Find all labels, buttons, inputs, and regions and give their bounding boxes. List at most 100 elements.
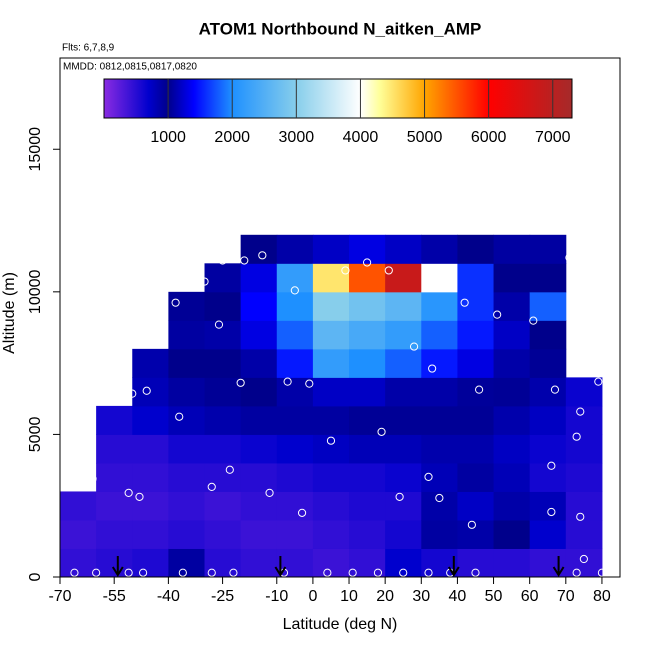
heat-cell [312,320,350,350]
colorbar-tick-label: 6000 [471,129,507,146]
heat-cell [168,377,206,407]
heat-cell [385,234,422,264]
heat-cell [457,263,495,293]
sample-point [70,568,79,577]
sample-point [120,324,130,333]
arrow-head [111,566,124,577]
heat-cell [493,320,531,350]
sample-point [547,507,556,517]
heat-cell [204,377,242,407]
heat-cell [276,434,314,464]
heat-cell [349,377,386,407]
sample-point [305,379,314,388]
heat-cell [565,377,603,407]
heat-cell [276,462,314,492]
heat-cell [276,491,314,521]
heat-cell [421,348,458,378]
heat-cell [349,320,386,350]
sample-point [138,568,148,577]
heat-cell [168,434,206,464]
heat-cell [312,263,350,293]
heat-cell [529,320,567,350]
sample-point [92,568,101,577]
heat-cell [240,320,278,350]
heat-cell [96,519,133,549]
colorbar-tick-label: 7000 [535,129,571,146]
sample-point [200,277,209,286]
heat-cell [493,405,531,435]
colorbar-tick-label: 1000 [150,129,186,146]
x-tick-label: 30 [412,588,430,605]
heat-cell [240,405,278,435]
sample-point [175,412,184,421]
heat-cell [385,548,422,578]
heat-cell [529,434,567,464]
x-axis-label: Latitude (deg N) [283,616,398,633]
sample-point [124,488,133,497]
heat-cell [60,519,97,549]
heat-cell [493,263,531,293]
x-tick-label: 10 [340,588,358,605]
sample-point [348,568,357,577]
sample-point [565,253,574,262]
sample-point [149,308,159,317]
heat-cell [529,377,567,407]
heat-cell [168,320,206,350]
sample-point [384,266,393,275]
heat-cell [312,291,350,321]
sample-point [572,568,581,577]
heat-cell [457,434,495,464]
heat-cell [385,519,422,549]
heat-cell [132,519,169,549]
heat-cell [529,491,567,521]
x-tick-label: 50 [485,588,503,605]
heat-cell [204,462,242,492]
heat-cell [312,405,350,435]
heat-cell [276,519,314,549]
heat-cell [132,462,169,492]
heat-cell [132,491,169,521]
sample-point [529,316,538,325]
sample-point [135,492,144,501]
heat-cell [493,462,531,492]
y-tick-label: 0 [27,572,44,581]
sample-point [547,461,556,470]
sample-point [431,277,440,286]
x-tick-label: 0 [308,588,317,605]
heat-cell [276,320,314,350]
heat-cell [421,320,458,350]
heat-cell [349,348,386,378]
arrow-head [447,566,460,577]
heat-cell [276,405,314,435]
sample-point [88,474,97,484]
sample-point [576,407,585,416]
heat-cell [96,548,133,578]
sample-point [377,427,386,436]
heat-cell [349,548,386,578]
heat-cell [421,405,458,435]
heat-cell [204,434,242,464]
sample-point [258,251,267,260]
heat-cell [385,291,422,321]
heat-cell [168,491,206,521]
sample-point [474,385,484,394]
heat-cell [168,462,206,492]
heat-cell [385,320,422,350]
heat-cell [204,519,242,549]
x-tick-label: 70 [557,588,575,605]
sample-point [395,492,404,501]
heat-cell [204,491,242,521]
heat-cell [565,434,603,464]
sample-point [225,465,234,474]
sample-point [240,256,249,265]
sample-point [207,568,216,577]
heat-cell [529,263,567,293]
profile-arrow [111,556,124,577]
sample-point [568,289,578,298]
heat-cell [276,291,314,321]
heat-cell [60,491,97,521]
heat-cell [421,263,458,293]
heat-cell [457,234,495,264]
heat-cell [204,405,242,435]
arrow-head [552,566,565,577]
